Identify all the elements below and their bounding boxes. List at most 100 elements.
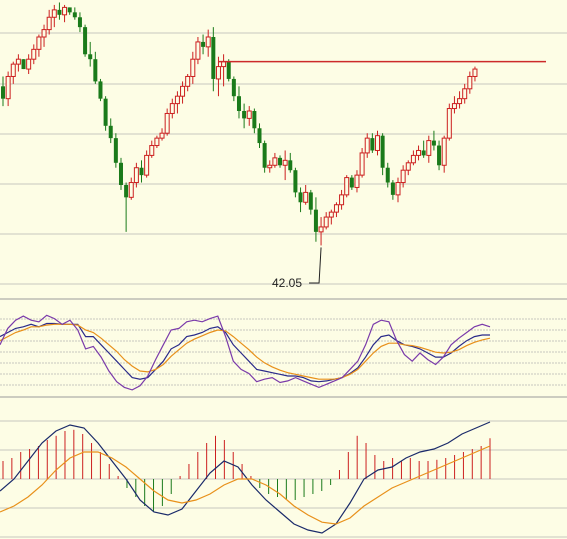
candle-body	[164, 112, 170, 134]
candle-body	[108, 125, 113, 139]
candle-body	[426, 140, 432, 156]
candle-body	[133, 167, 139, 184]
low-price-pointer	[309, 247, 322, 284]
candle-body	[15, 58, 21, 65]
candlestick-series	[1, 2, 478, 246]
candle-body	[333, 204, 339, 213]
candle-body	[83, 27, 88, 55]
candle-body	[31, 48, 37, 60]
candle-body	[308, 192, 313, 210]
candle-body	[21, 59, 26, 70]
candle-body	[451, 103, 457, 110]
candle-body	[190, 58, 196, 77]
candle-body	[278, 157, 283, 166]
candle-body	[128, 182, 134, 198]
candle-body	[113, 138, 118, 163]
candle-body	[288, 160, 293, 171]
candle-body	[344, 177, 350, 196]
low-price-label: 42.05	[272, 276, 302, 290]
candle-body	[380, 135, 385, 168]
candle-body	[303, 191, 309, 203]
candle-body	[349, 177, 354, 188]
kdj-d-line	[0, 323, 491, 380]
candle-body	[323, 216, 329, 228]
grid-lines	[0, 32, 567, 538]
candle-body	[51, 9, 57, 18]
candle-body	[77, 17, 82, 28]
candle-body	[236, 96, 241, 111]
candle-body	[374, 135, 380, 151]
candle-body	[67, 7, 72, 13]
candle-body	[395, 182, 401, 196]
candle-body	[1, 86, 5, 99]
candle-body	[57, 9, 62, 15]
candle-body	[62, 6, 68, 16]
candle-body	[267, 164, 273, 169]
candle-body	[159, 132, 165, 139]
candle-body	[462, 88, 468, 100]
candle-body	[467, 75, 473, 90]
kdj-j-line	[0, 314, 491, 391]
candle-body	[46, 16, 52, 31]
candle-body	[472, 68, 478, 77]
candle-body	[282, 159, 288, 166]
candle-body	[180, 85, 186, 97]
candle-body	[313, 209, 318, 232]
candle-body	[169, 103, 175, 114]
candle-body	[431, 140, 436, 146]
candle-body	[400, 169, 406, 184]
candle-body	[262, 143, 267, 168]
candle-body	[103, 98, 108, 126]
candle-body	[36, 36, 42, 50]
candle-body	[118, 162, 123, 185]
candle-body	[257, 128, 262, 144]
macd-dif-line	[0, 421, 491, 534]
candle-body	[154, 137, 160, 147]
candle-body	[246, 110, 252, 119]
candle-body	[124, 185, 129, 198]
candle-body	[226, 61, 231, 79]
candle-body	[339, 194, 345, 206]
candle-body	[421, 150, 426, 156]
macd-indicator-panel	[0, 421, 491, 534]
candle-body	[359, 152, 365, 176]
candle-body	[98, 81, 103, 99]
candle-body	[72, 12, 77, 18]
candle-body	[293, 170, 298, 193]
candle-body	[318, 226, 324, 233]
kdj-indicator-panel	[0, 314, 491, 391]
candle-body	[211, 37, 216, 79]
candle-body	[437, 145, 442, 166]
candle-body	[364, 137, 370, 154]
candle-body	[328, 211, 334, 218]
candle-body	[446, 108, 452, 139]
candle-body	[242, 111, 247, 119]
candle-body	[139, 167, 144, 176]
candle-body	[231, 78, 236, 97]
candle-body	[201, 41, 206, 47]
candle-body	[370, 138, 375, 151]
candle-body	[93, 59, 98, 82]
candle-body	[441, 137, 447, 166]
candle-body	[88, 54, 93, 60]
candle-body	[272, 157, 278, 166]
candle-body	[195, 41, 201, 60]
candle-body	[10, 63, 16, 77]
candle-body	[457, 98, 463, 105]
candle-body	[41, 29, 47, 38]
candle-body	[144, 154, 150, 176]
candle-body	[149, 145, 155, 156]
candle-body	[26, 58, 32, 70]
candle-body	[174, 95, 180, 105]
candle-body	[416, 149, 422, 156]
price-overlays	[218, 60, 546, 284]
candle-body	[354, 174, 360, 188]
candle-body	[298, 192, 303, 203]
macd-dea-line	[0, 445, 491, 525]
candle-body	[252, 111, 257, 129]
candle-body	[205, 36, 211, 48]
candle-body	[405, 162, 411, 171]
candle-body	[385, 167, 390, 183]
candle-body	[215, 66, 221, 80]
